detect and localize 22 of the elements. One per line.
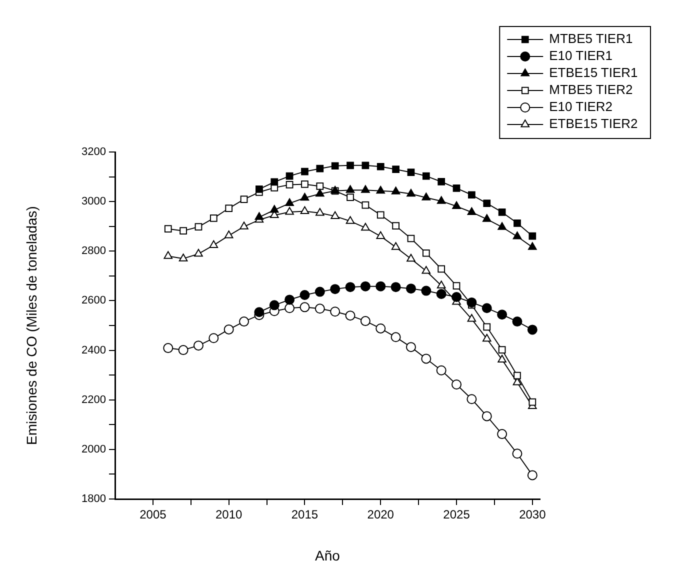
y-tick-label: 2000 (82, 443, 106, 456)
legend-label: MTBE5 TIER1 (549, 31, 633, 46)
x-tick-label: 2005 (140, 508, 167, 522)
x-tick-label: 2010 (215, 508, 243, 522)
y-tick-label: 3000 (82, 196, 106, 208)
x-axis-title: Año (315, 547, 340, 564)
y-tick-label: 3200 (82, 146, 106, 158)
y-tick-label: 2800 (82, 245, 106, 258)
y-tick-label: 2600 (82, 294, 106, 307)
legend-label: E10 TIER1 (549, 48, 612, 64)
legend-label: MTBE5 TIER2 (549, 82, 633, 98)
y-tick-label: 2400 (82, 344, 106, 356)
legend-label: E10 TIER2 (549, 99, 612, 114)
legend-label: ETBE15 TIER1 (549, 65, 638, 80)
x-tick-label: 2025 (443, 508, 470, 522)
legend-label: ETBE15 TIER2 (549, 116, 638, 132)
y-axis-title: Emisiones de CO (Miles de toneladas) (23, 206, 40, 445)
y-tick-label: 2200 (82, 394, 106, 406)
x-tick-label: 2030 (519, 508, 546, 522)
y-tick-label: 1800 (82, 493, 106, 506)
x-tick-label: 2015 (291, 508, 318, 522)
x-tick-label: 2020 (367, 508, 394, 522)
